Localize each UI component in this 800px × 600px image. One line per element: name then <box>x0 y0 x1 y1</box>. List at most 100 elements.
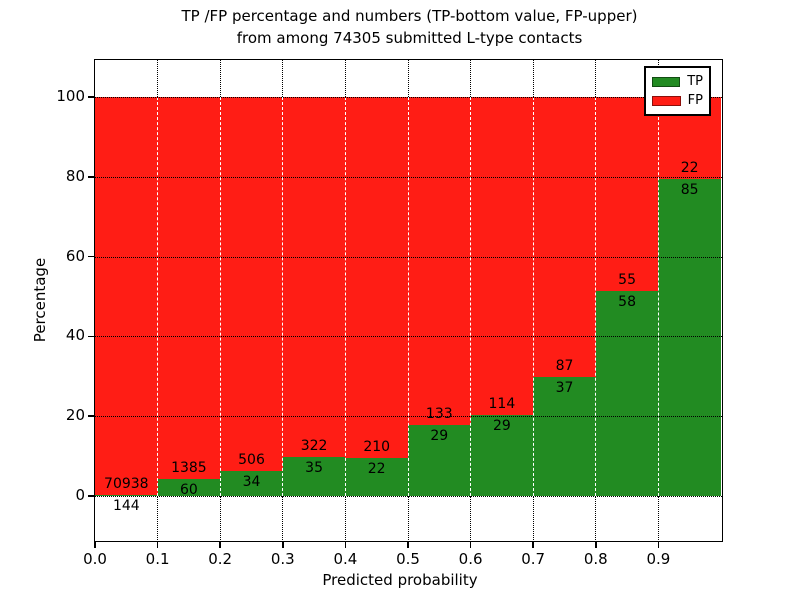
gridline-vertical <box>470 496 472 540</box>
fp-count-label: 1385 <box>171 460 207 477</box>
x-tick-mark <box>657 541 660 548</box>
tp-bar-segment <box>220 470 283 496</box>
gridline-horizontal <box>95 256 722 258</box>
gridline-vertical <box>219 60 221 97</box>
y-tick-mark <box>87 415 94 417</box>
gridline-vertical <box>282 60 284 97</box>
gridline-vertical <box>532 496 534 540</box>
y-tick-mark <box>87 335 94 338</box>
gridline-vertical <box>344 97 346 496</box>
x-axis-label: Predicted probability <box>322 571 478 589</box>
y-tick-label: 40 <box>65 326 85 345</box>
x-tick-mark <box>532 541 534 548</box>
gridline-horizontal <box>95 416 722 418</box>
fp-bar-segment <box>595 97 659 292</box>
gridline-vertical <box>219 496 221 540</box>
gridline-vertical <box>407 496 409 540</box>
tp-count-label: 35 <box>305 459 323 476</box>
tp-count-label: 34 <box>242 473 261 490</box>
y-tick-mark <box>87 495 94 497</box>
gridline-horizontal <box>95 496 722 497</box>
tp-bar-segment <box>408 424 471 496</box>
gridline-vertical <box>470 60 472 97</box>
gridline-vertical <box>595 60 597 97</box>
tp-bar-segment <box>157 479 221 496</box>
gridline-vertical <box>157 97 159 496</box>
fp-bar-segment <box>95 97 158 495</box>
x-tick-mark <box>407 541 409 548</box>
tp-bar-segment <box>345 458 408 496</box>
tp-count-label: 29 <box>492 418 511 435</box>
x-tick-label: 0.9 <box>646 550 671 568</box>
legend-entry-fp: FP <box>652 91 703 110</box>
gridline-vertical <box>157 60 159 97</box>
gridline-vertical <box>282 97 284 496</box>
x-tick-label: 0.7 <box>521 550 546 568</box>
tp-count-label: 58 <box>618 294 636 311</box>
x-tick-label: 0.5 <box>396 550 420 568</box>
gridline-horizontal <box>95 336 722 338</box>
x-tick-label: 0.6 <box>458 550 483 568</box>
x-tick-label: 0.0 <box>83 550 107 568</box>
gridline-horizontal <box>95 176 722 178</box>
x-tick-label: 0.4 <box>333 550 358 568</box>
gridline-horizontal <box>95 97 722 98</box>
gridline-vertical <box>595 97 597 496</box>
x-tick-label: 0.1 <box>145 550 170 568</box>
gridline-vertical <box>344 60 346 97</box>
x-tick-label: 0.3 <box>270 550 295 568</box>
fp-count-label: 70938 <box>104 476 149 492</box>
y-tick-label: 100 <box>56 87 85 105</box>
y-tick-label: 60 <box>65 246 85 265</box>
gridline-vertical <box>282 496 284 540</box>
gridline-vertical <box>657 496 659 540</box>
y-tick-mark <box>87 176 94 178</box>
gridline-vertical <box>470 97 472 496</box>
y-tick-label: 20 <box>65 406 85 425</box>
gridline-vertical <box>407 60 409 97</box>
fp-bar-segment <box>533 97 596 377</box>
y-tick-mark <box>87 96 94 98</box>
x-tick-label: 0.2 <box>208 550 233 568</box>
gridline-vertical <box>657 97 659 496</box>
x-tick-mark <box>94 541 96 548</box>
x-tick-mark <box>344 541 347 548</box>
tp-bar-segment <box>595 291 659 496</box>
y-tick-label: 80 <box>65 166 85 185</box>
legend-label-fp: FP <box>687 93 703 108</box>
fp-bar-segment <box>157 97 221 480</box>
tp-bar-segment <box>470 415 534 496</box>
y-tick-mark <box>87 255 94 258</box>
x-tick-mark <box>282 541 284 548</box>
tp-count-label: 22 <box>367 461 386 478</box>
gridline-vertical <box>532 60 534 97</box>
legend-entry-tp: TP <box>652 72 703 91</box>
legend-box: TP FP <box>644 66 711 116</box>
gridline-vertical <box>219 97 221 496</box>
gridline-vertical <box>532 97 534 496</box>
tp-count-label: 37 <box>555 379 574 396</box>
chart-title-line1: TP /FP percentage and numbers (TP-bottom… <box>181 7 638 25</box>
fp-bar-segment <box>470 97 534 416</box>
fp-bar-segment <box>220 97 283 471</box>
fp-count-label: 210 <box>363 439 391 456</box>
gridline-vertical <box>407 97 409 496</box>
fp-count-label: 55 <box>618 272 636 289</box>
fp-count-label: 506 <box>238 451 265 468</box>
tp-bar-segment <box>282 456 346 496</box>
x-tick-mark <box>219 541 221 548</box>
tp-count-label: 29 <box>430 427 449 444</box>
plot-area: TP FP 70938 144 1385 60 506 34 322 35 210 22 133 29… <box>56 59 723 568</box>
fp-count-label: 114 <box>488 396 516 413</box>
tp-count-label: 144 <box>112 498 140 514</box>
tp-swatch-icon <box>652 76 681 87</box>
tp-bar-segment <box>658 179 721 496</box>
gridline-vertical <box>344 496 346 540</box>
fp-count-label: 133 <box>425 405 453 422</box>
legend-label-tp: TP <box>687 74 703 89</box>
fp-count-label: 87 <box>555 357 574 374</box>
x-tick-mark <box>156 541 159 548</box>
x-tick-mark <box>595 541 597 548</box>
tp-bar-segment <box>95 495 158 496</box>
